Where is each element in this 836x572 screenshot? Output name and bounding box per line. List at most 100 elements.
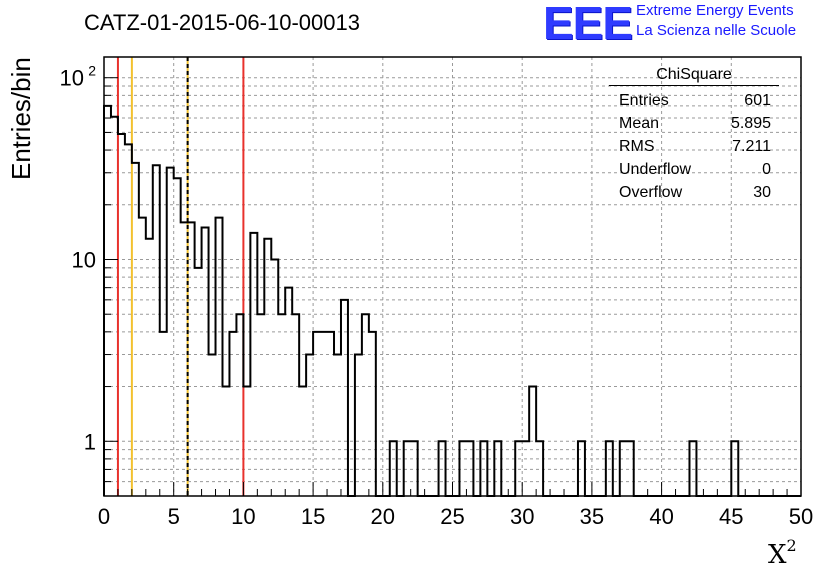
grid [104,57,801,496]
stats-row-rms: RMS 7.211 [609,135,779,158]
histogram-bin [188,222,195,496]
histogram-bin [257,314,264,496]
histogram-bin [334,355,341,496]
x-axis-label: X2 [768,536,797,570]
stats-label: Underflow [619,161,692,178]
stats-value: 30 [753,184,771,201]
histogram-bin [292,314,299,496]
x-tick-label: 40 [649,504,673,529]
stats-label: Overflow [619,184,683,201]
y-tick-label: 10 [72,247,96,272]
stats-label: Mean [619,115,660,132]
histogram-bin [104,106,111,496]
stats-label: Entries [619,92,669,109]
stats-box: ChiSquare Entries 601 Mean 5.895 RMS 7.2… [609,66,779,204]
histogram-bin [202,227,209,496]
histogram-bin [195,268,202,496]
stats-title: ChiSquare [609,66,779,86]
logo-caption-line1: Extreme Energy Events [636,2,794,19]
histogram-bin [243,387,250,496]
x-tick-label: 45 [719,504,743,529]
histogram-bin [250,233,257,496]
histogram-bin [480,441,487,496]
x-tick-label: 5 [168,504,180,529]
histogram-bin [264,239,271,496]
histogram-bin [153,165,160,496]
histogram-bin [529,387,536,496]
stats-value: 5.895 [730,115,771,132]
x-tick-label: 35 [580,504,604,529]
y-tick-label: 1 [84,429,96,454]
histogram-bin [278,314,285,496]
histogram-bin [118,134,125,496]
histogram-bin [522,441,529,496]
histogram-bin [160,332,167,496]
histogram-bin [222,387,229,496]
histogram-bin [271,259,278,496]
histogram-bin [139,218,146,496]
x-tick-label: 50 [789,504,813,529]
histogram-bin [411,441,418,496]
histogram-bin [369,332,376,496]
x-tick-label: 15 [301,504,325,529]
stats-label: RMS [619,138,655,155]
x-tick-label: 30 [510,504,534,529]
y-axis-label: Entries/bin [6,57,36,180]
histogram-bin [466,441,473,496]
chart-title: CATZ-01-2015-06-10-00013 [84,10,360,35]
stats-value: 0 [762,161,771,178]
histogram-bin [627,441,634,496]
histogram-bin [362,314,369,496]
histogram-bin [620,441,627,496]
histogram-bin [606,441,613,496]
x-tick-label: 25 [440,504,464,529]
histogram-bin [181,222,188,496]
histogram-bin [174,178,181,496]
histogram-bin [111,117,118,496]
x-axis-label-base: X [768,540,787,570]
histogram-bin [236,314,243,496]
x-tick-label: 20 [371,504,395,529]
histogram-bin [731,441,738,496]
histogram-bin [132,163,139,496]
histogram-bin [390,441,397,496]
logo-caption-line2: La Scienza nelle Scuole [636,22,797,39]
histogram-bin [320,332,327,496]
histogram-bin [313,332,320,496]
histogram-bin [459,441,466,496]
histogram-bin [439,441,446,496]
stats-row-underflow: Underflow 0 [609,158,779,181]
histogram-bin [285,288,292,496]
eee-logo: EEE [543,0,633,49]
histogram-bin [341,300,348,496]
stats-row-entries: Entries 601 [609,89,779,112]
stats-row-overflow: Overflow 30 [609,181,779,204]
histogram-bin [515,441,522,496]
histogram-bin [689,441,696,496]
histogram-bin [229,332,236,496]
histogram-bin [536,441,543,496]
x-axis-label-superscript: 2 [786,536,797,555]
histogram-bin [578,441,585,496]
stats-row-mean: Mean 5.895 [609,112,779,135]
histogram-bin [167,168,174,496]
stats-value: 7.211 [732,138,771,155]
y-tick-exponent: 2 [88,63,96,79]
x-tick-label: 0 [98,504,110,529]
histogram-bin [216,218,223,496]
histogram-bin [327,332,334,496]
histogram-bin [355,355,362,496]
reference-lines [116,57,245,496]
y-tick-label: 10 [60,66,84,91]
histogram-bin [306,355,313,496]
stats-value: 601 [744,92,771,109]
histogram-bin [494,441,501,496]
histogram-bin [125,144,132,496]
histogram-bin [209,355,216,496]
histogram-bin [404,441,411,496]
x-tick-label: 10 [231,504,255,529]
histogram-bin [146,239,153,496]
histogram-bin [299,387,306,496]
